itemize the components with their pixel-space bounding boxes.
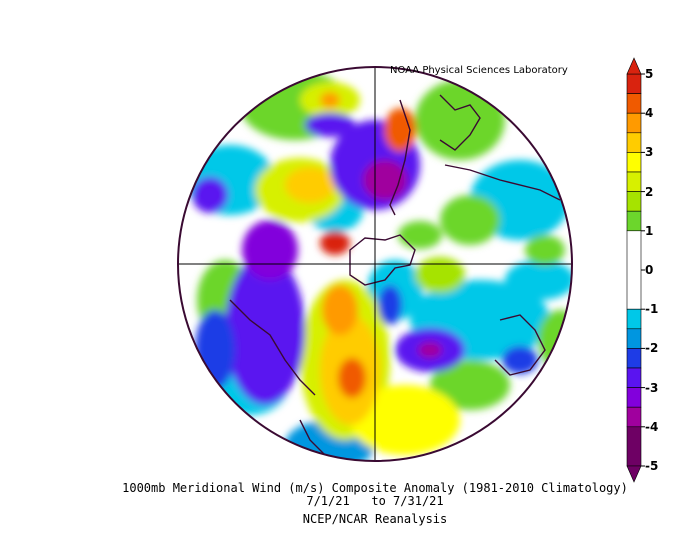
colorbar-swatch bbox=[626, 328, 642, 349]
colorbar-tick-label: -5 bbox=[645, 459, 659, 473]
colorbar-tick-label: 5 bbox=[645, 67, 654, 81]
colorbar-tick-label: 3 bbox=[645, 145, 654, 160]
map-border bbox=[177, 66, 573, 462]
colorbar-min-arrow bbox=[626, 465, 642, 483]
colorbar-swatch bbox=[626, 230, 642, 310]
colorbar-swatch bbox=[626, 73, 642, 94]
credit-label: NOAA Physical Sciences Laboratory bbox=[390, 65, 568, 76]
colorbar-tick-label: 2 bbox=[645, 184, 654, 199]
colorbar bbox=[626, 57, 645, 483]
title-line-1: 1000mb Meridional Wind (m/s) Composite A… bbox=[122, 481, 628, 495]
colorbar-swatch bbox=[626, 191, 642, 212]
coastlines bbox=[229, 94, 561, 456]
colorbar-tick-label: -1 bbox=[645, 302, 659, 317]
colorbar-tick-label: 1 bbox=[645, 223, 654, 238]
colorbar-swatch bbox=[626, 308, 642, 330]
colorbar-tick-label: -3 bbox=[645, 380, 659, 395]
colorbar-swatch bbox=[626, 367, 642, 388]
colorbar-swatch bbox=[626, 426, 642, 467]
colorbar-tick-label: -2 bbox=[645, 341, 659, 356]
grid-lines bbox=[178, 67, 572, 461]
colorbar-swatch bbox=[626, 132, 642, 153]
colorbar-swatch bbox=[626, 152, 642, 173]
colorbar-swatch bbox=[626, 348, 642, 369]
colorbar-max-arrow bbox=[626, 57, 642, 75]
colorbar-swatch bbox=[626, 112, 642, 134]
colorbar-swatch bbox=[626, 171, 642, 192]
colorbar-tick-label: -4 bbox=[645, 419, 659, 434]
colorbar-tick-label: 4 bbox=[645, 106, 654, 121]
title-line-2: 7/1/21 to 7/31/21 bbox=[306, 494, 444, 508]
colorbar-swatch bbox=[626, 406, 642, 428]
colorbar-swatch bbox=[626, 93, 642, 114]
colorbar-swatch bbox=[626, 210, 642, 232]
colorbar-tick-label: 0 bbox=[645, 263, 654, 277]
title-line-3: NCEP/NCAR Reanalysis bbox=[302, 512, 448, 526]
colorbar-swatch bbox=[626, 387, 642, 408]
anomaly-field bbox=[178, 67, 572, 461]
